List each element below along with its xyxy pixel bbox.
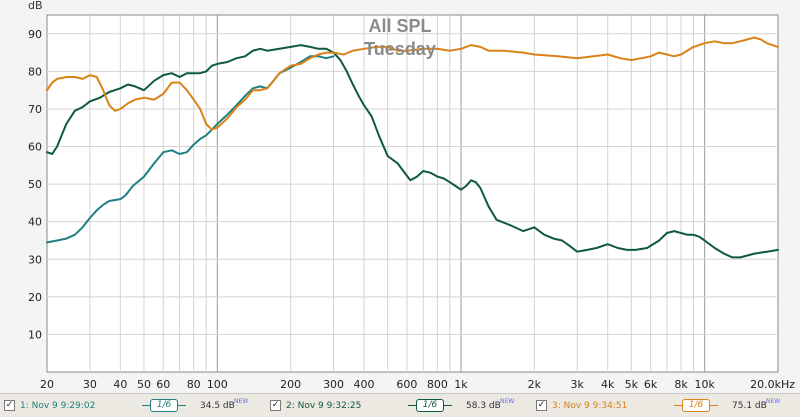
x-tick-label: 20 (40, 378, 54, 391)
legend-item-1[interactable]: ✓ 1: Nov 9 9:29:02 1/6 34.5 dB NEW (0, 397, 265, 415)
y-tick-label: 90 (28, 28, 42, 41)
checkbox-icon[interactable]: ✓ (270, 400, 281, 411)
x-tick-label: 60 (156, 378, 170, 391)
smoothing-button[interactable]: 1/6 (674, 399, 718, 412)
x-tick-label: 600 (396, 378, 417, 391)
y-tick-label: 50 (28, 178, 42, 191)
x-tick-label: 4k (601, 378, 615, 391)
x-tick-label: 100 (207, 378, 228, 391)
legend-label: 1: Nov 9 9:29:02 (20, 401, 96, 411)
series-line-3 (46, 36, 779, 131)
new-badge: NEW (500, 398, 515, 405)
plot-area (46, 14, 779, 373)
new-badge: NEW (234, 398, 249, 405)
x-tick-label: 6k (644, 378, 658, 391)
y-tick-label: 30 (28, 253, 42, 266)
legend-item-2[interactable]: ✓ 2: Nov 9 9:32:25 1/6 58.3 dB NEW (266, 397, 531, 415)
y-axis-label: dB (28, 0, 43, 12)
level-readout: 34.5 dB (200, 401, 235, 411)
x-tick-label: 5k (625, 378, 639, 391)
x-tick-label: 1k (454, 378, 468, 391)
level-readout: 58.3 dB (466, 401, 501, 411)
y-tick-label: 70 (28, 103, 42, 116)
x-tick-label: 3k (571, 378, 585, 391)
checkbox-icon[interactable]: ✓ (536, 400, 547, 411)
x-tick-label: 800 (427, 378, 448, 391)
smoothing-button[interactable]: 1/6 (142, 399, 186, 412)
y-tick-labels: 10 20 30 40 50 60 70 80 90 (28, 28, 42, 342)
series-line-2 (46, 44, 779, 259)
x-tick-label: 50 (137, 378, 151, 391)
legend-label: 3: Nov 9 9:34:51 (552, 401, 628, 411)
chart-subtitle: Tuesday (364, 39, 436, 59)
y-tick-label: 80 (28, 65, 42, 78)
checkbox-icon[interactable]: ✓ (4, 400, 15, 411)
spl-chart: 10 20 30 40 50 60 70 80 90 20 30 40 50 60 80 100 200 300… (28, 0, 795, 391)
x-tick-label: 400 (354, 378, 375, 391)
x-tick-label: 200 (280, 378, 301, 391)
x-tick-label: 40 (113, 378, 127, 391)
level-readout: 75.1 dB (732, 401, 767, 411)
x-tick-label: 8k (674, 378, 688, 391)
x-tick-label: 80 (187, 378, 201, 391)
y-tick-label: 60 (28, 141, 42, 154)
x-tick-label: 30 (83, 378, 97, 391)
x-tick-labels: 20 30 40 50 60 80 100 200 300 400 600 800 1k 2k 3k 4k 5k… (40, 378, 795, 391)
x-tick-label: 20.0kHz (750, 378, 795, 391)
new-badge: NEW (766, 398, 781, 405)
smoothing-button[interactable]: 1/6 (408, 399, 452, 412)
y-tick-label: 20 (28, 291, 42, 304)
y-tick-label: 40 (28, 216, 42, 229)
x-tick-label: 10k (694, 378, 715, 391)
chart-title: All SPL (368, 16, 431, 36)
grid (47, 15, 778, 372)
legend-item-3[interactable]: ✓ 3: Nov 9 9:34:51 1/6 75.1 dB NEW (532, 397, 797, 415)
y-tick-label: 10 (28, 328, 42, 341)
x-tick-label: 300 (323, 378, 344, 391)
series-lines (46, 36, 779, 259)
legend-bar: ✓ 1: Nov 9 9:29:02 1/6 34.5 dB NEW ✓ 2: … (0, 393, 800, 417)
x-tick-label: 2k (528, 378, 542, 391)
legend-label: 2: Nov 9 9:32:25 (286, 401, 362, 411)
